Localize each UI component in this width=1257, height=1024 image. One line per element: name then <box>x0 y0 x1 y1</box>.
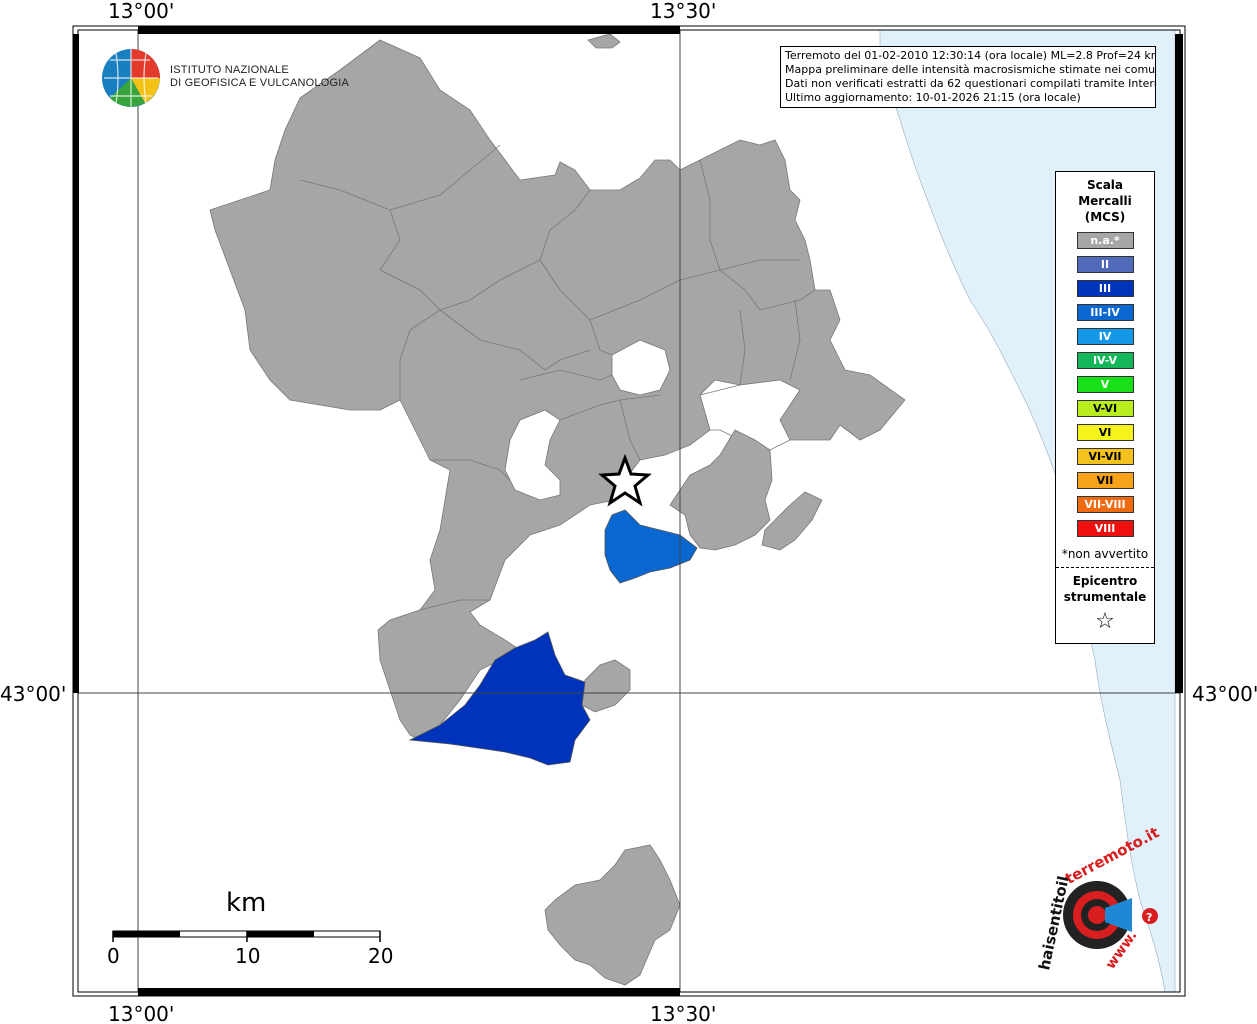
coord-bottom-left: 13°00' <box>108 1002 174 1024</box>
legend-items: n.a.* II III III-IV IV IV-V V V-VI VI VI-VII VII VI… <box>1056 232 1154 537</box>
haisentito-logo-icon: ? <box>1063 881 1158 949</box>
comune-area <box>669 429 773 551</box>
ingv-logo-text: ISTITUTO NAZIONALE DI GEOFISICA E VULCAN… <box>170 64 349 90</box>
mcs-legend: Scala Mercalli (MCS) n.a.* II III III-IV IV I… <box>1055 171 1155 644</box>
legend-epicenter-line: Epicentro <box>1072 574 1138 588</box>
legend-item: VI <box>1076 424 1134 441</box>
scale-tick-20: 20 <box>368 944 394 968</box>
comuni-not-felt <box>209 33 906 741</box>
legend-item: VII-VIII <box>1076 496 1134 513</box>
legend-item: V <box>1076 376 1134 393</box>
comune-area <box>209 39 906 741</box>
legend-star-icon: ☆ <box>1095 609 1115 634</box>
info-line-event: Terremoto del 01-02-2010 12:30:14 (ora l… <box>785 49 1156 62</box>
legend-note: *non avvertito <box>1061 547 1149 561</box>
coord-top-right: 13°30' <box>650 0 716 23</box>
ingv-logo-icon <box>102 49 160 107</box>
comune-area <box>587 33 621 49</box>
legend-divider <box>1056 567 1154 568</box>
scale-tick-0: 0 <box>107 944 120 968</box>
info-line-updated: Ultimo aggiornamento: 10-01-2026 21:15 (… <box>785 91 1081 104</box>
coord-top-left: 13°00' <box>108 0 174 23</box>
coord-left: 43°00' <box>0 682 66 706</box>
legend-item: VI-VII <box>1076 448 1134 465</box>
legend-title-line: (MCS) <box>1084 210 1126 224</box>
comune-area <box>581 659 631 713</box>
coord-right: 43°00' <box>1192 682 1257 706</box>
legend-item: n.a.* <box>1076 232 1134 249</box>
ingv-name-line2: DI GEOFISICA E VULCANOLOGIA <box>170 77 349 89</box>
earthquake-info-box: Terremoto del 01-02-2010 12:30:14 (ora l… <box>780 46 1156 108</box>
epicenter-star-icon <box>598 453 652 507</box>
scale-unit: km <box>226 888 267 918</box>
ingv-name-line1: ISTITUTO NAZIONALE <box>170 64 289 76</box>
info-line-data: Dati non verificati estratti da 62 quest… <box>785 77 1156 90</box>
legend-item: VII <box>1076 472 1134 489</box>
comune-intensity-III <box>408 631 591 766</box>
info-line-map: Mappa preliminare delle intensità macros… <box>785 63 1156 76</box>
legend-item: VIII <box>1076 520 1134 537</box>
legend-item: IV-V <box>1076 352 1134 369</box>
legend-title: Scala Mercalli (MCS) <box>1056 177 1154 225</box>
comune-area <box>544 844 681 986</box>
legend-item: III <box>1076 280 1134 297</box>
legend-title-line: Mercalli <box>1078 194 1132 208</box>
legend-epicenter-line: strumentale <box>1063 590 1147 604</box>
svg-text:?: ? <box>1146 911 1152 924</box>
coord-bottom-right: 13°30' <box>650 1002 716 1024</box>
legend-item: IV <box>1076 328 1134 345</box>
legend-item: III-IV <box>1076 304 1134 321</box>
scale-tick-10: 10 <box>235 944 261 968</box>
legend-epicenter-label: Epicentro strumentale <box>1056 573 1154 605</box>
legend-item: V-VI <box>1076 400 1134 417</box>
legend-item: II <box>1076 256 1134 273</box>
legend-title-line: Scala <box>1086 178 1124 192</box>
comune-area <box>761 491 823 551</box>
comune-intensity-III-IV <box>604 509 698 584</box>
scale-bar <box>112 930 381 942</box>
